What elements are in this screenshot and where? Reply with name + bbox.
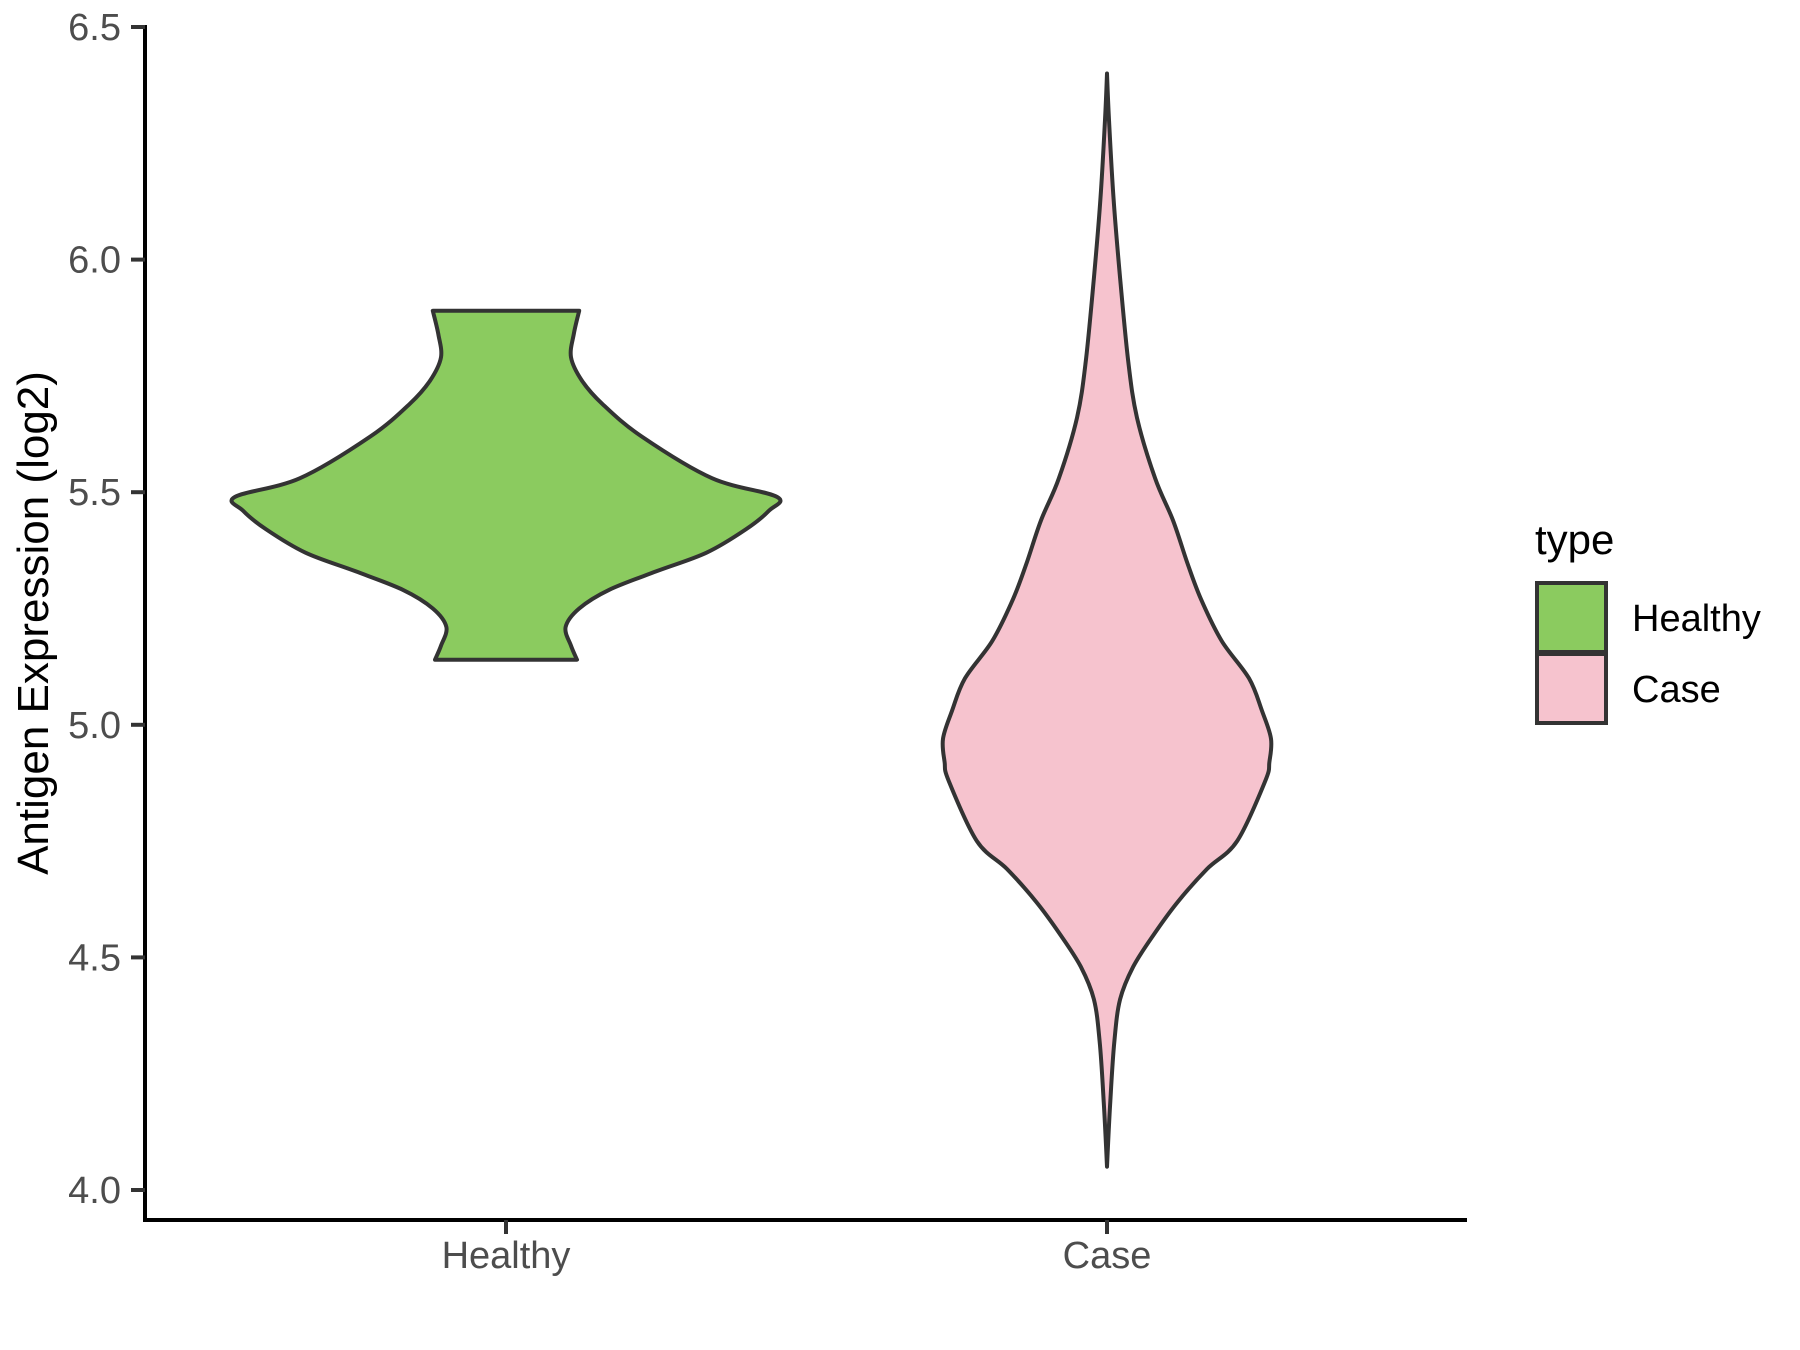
violin-healthy [229,308,783,662]
y-tick-label: 5.0 [68,705,121,747]
y-tick-label: 6.0 [68,240,121,282]
x-axis-label: Case [1063,1235,1152,1277]
y-tick-label: 4.5 [68,937,121,979]
y-tick-label: 4.0 [68,1170,121,1212]
legend-label-case: Case [1632,669,1721,711]
y-tick-label: 5.5 [68,472,121,514]
x-axis-label: Healthy [442,1235,571,1277]
y-tick-label: 6.5 [68,7,121,49]
legend: type Healthy Case [1535,516,1761,725]
x-axis-ticks: Healthy Case [442,1220,1152,1277]
y-axis-title: Antigen Expression (log2) [9,371,58,875]
legend-key-healthy [1535,581,1608,654]
legend-label-healthy: Healthy [1632,598,1761,640]
violin-case [940,71,1274,1169]
legend-title: type [1535,516,1614,563]
y-axis-ticks: 4.0 4.5 5.0 5.5 6.0 6.5 [68,7,145,1212]
legend-key-case [1535,652,1608,725]
